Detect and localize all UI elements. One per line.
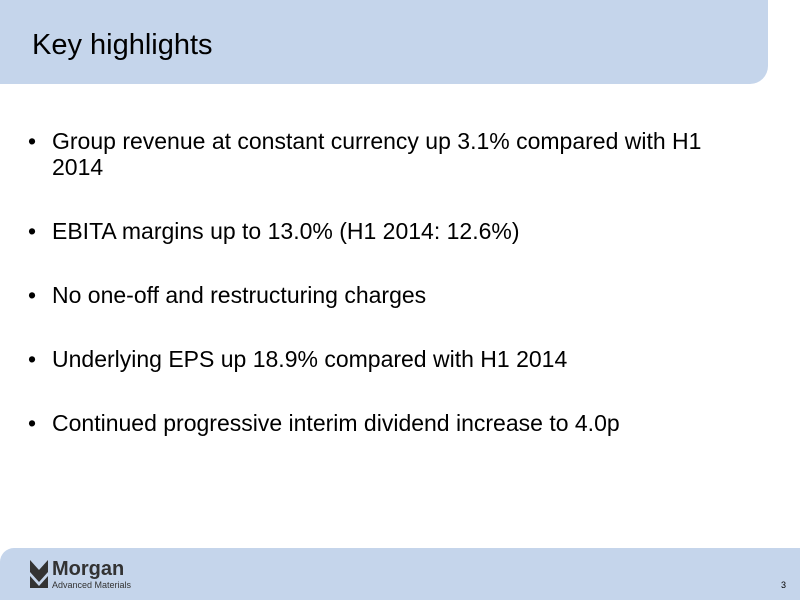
page-number: 3 — [780, 580, 786, 590]
bullet-list: Group revenue at constant currency up 3.… — [28, 128, 758, 474]
bullet: Continued progressive interim dividend i… — [28, 410, 758, 436]
header-band: Key highlights — [0, 0, 768, 84]
bullet: EBITA margins up to 13.0% (H1 2014: 12.6… — [28, 218, 758, 244]
logo-tagline: Advanced Materials — [52, 580, 132, 590]
bullet: Group revenue at constant currency up 3.… — [28, 128, 758, 180]
bullet: Underlying EPS up 18.9% compared with H1… — [28, 346, 758, 372]
footer-band: Morgan Advanced Materials 3 — [0, 548, 800, 600]
title: Key highlights — [32, 29, 213, 61]
bullet: No one-off and restructuring charges — [28, 282, 758, 308]
logo-name: Morgan — [52, 558, 125, 580]
logo-mark — [30, 560, 48, 588]
